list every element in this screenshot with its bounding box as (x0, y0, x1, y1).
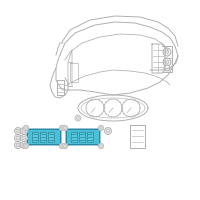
Circle shape (23, 143, 29, 149)
Bar (87, 132, 93, 142)
Circle shape (23, 125, 29, 131)
Circle shape (24, 127, 28, 130)
Circle shape (24, 144, 28, 148)
Circle shape (21, 134, 28, 142)
Circle shape (60, 144, 64, 148)
Circle shape (22, 136, 26, 140)
Circle shape (59, 143, 65, 149)
Circle shape (60, 127, 64, 130)
Bar (40, 132, 46, 142)
Circle shape (14, 142, 22, 148)
Circle shape (163, 58, 171, 66)
Circle shape (16, 129, 20, 133)
Circle shape (59, 125, 65, 131)
Circle shape (14, 128, 22, 134)
Circle shape (100, 127, 102, 130)
Bar (79, 132, 85, 142)
Circle shape (75, 115, 81, 121)
Circle shape (163, 48, 171, 56)
Circle shape (106, 129, 110, 133)
Circle shape (64, 127, 66, 130)
Circle shape (21, 142, 28, 148)
Circle shape (22, 129, 26, 133)
Circle shape (22, 143, 26, 147)
Circle shape (98, 125, 104, 131)
Bar (32, 132, 38, 142)
FancyBboxPatch shape (27, 129, 61, 145)
Circle shape (16, 143, 20, 147)
Circle shape (21, 128, 28, 134)
Circle shape (164, 65, 170, 71)
Circle shape (64, 144, 66, 148)
Bar (48, 132, 54, 142)
Circle shape (165, 50, 169, 54)
Circle shape (62, 125, 68, 131)
Circle shape (76, 116, 80, 119)
Circle shape (14, 134, 22, 142)
Circle shape (62, 143, 68, 149)
Circle shape (16, 136, 20, 140)
Circle shape (165, 60, 169, 64)
FancyBboxPatch shape (66, 129, 100, 145)
Circle shape (104, 128, 112, 134)
Circle shape (98, 143, 104, 149)
Circle shape (100, 144, 102, 148)
Bar (71, 132, 77, 142)
